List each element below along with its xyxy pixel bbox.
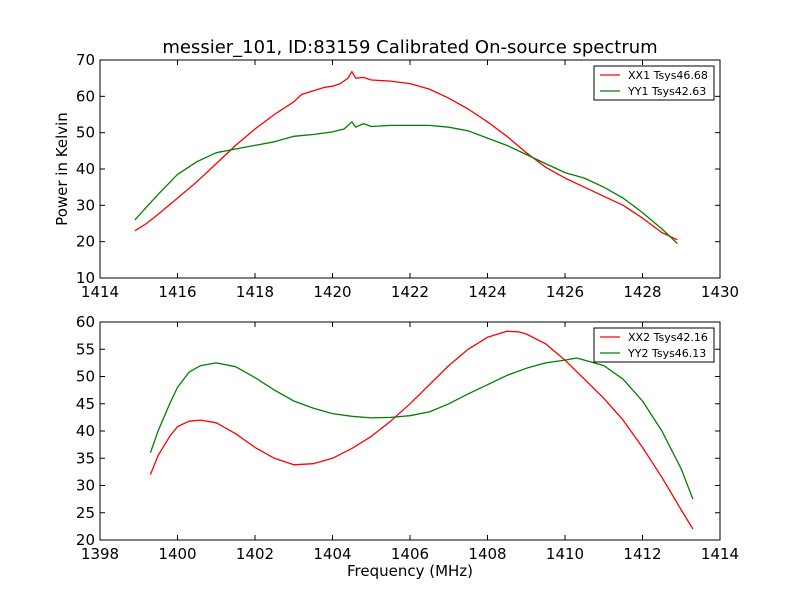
legend-entry: XX2 Tsys42.16: [628, 331, 708, 344]
legend-box: [593, 327, 715, 363]
chart-title: messier_101, ID:83159 Calibrated On-sour…: [162, 37, 657, 58]
x-tick-label: 1414: [701, 545, 739, 563]
x-tick-label: 1430: [701, 283, 739, 301]
plots-container: 1414 1416 1418 1420 1422 1424 1426 1428 1430 10 20…: [53, 51, 739, 580]
y-tick-label: 20: [76, 233, 95, 251]
x-axis-label: Frequency (MHz): [347, 562, 473, 580]
x-tick-label: 1428: [623, 283, 661, 301]
y-tick-label: 40: [76, 422, 95, 440]
x-tick-label: 1420: [313, 283, 351, 301]
y-tick-label: 55: [76, 340, 95, 358]
subplot-1: 1414 1416 1418 1420 1422 1424 1426 1428 1430 10 20…: [53, 51, 739, 301]
x-tick-label: 1400: [158, 545, 196, 563]
y-tick-label: 50: [76, 124, 95, 142]
legend-box: [593, 65, 715, 101]
legend-entry: XX1 Tsys46.68: [628, 69, 708, 82]
y-tick-label: 45: [76, 395, 95, 413]
x-tick-label: 1404: [313, 545, 351, 563]
x-tick-label: 1424: [468, 283, 506, 301]
x-tick-label: 1398: [81, 545, 119, 563]
x-tick-label: 1406: [391, 545, 429, 563]
series-line-2-1: [149, 330, 694, 530]
x-tick-label: 1422: [391, 283, 429, 301]
y-tick-label: 30: [76, 196, 95, 214]
y-tick-label: 60: [76, 313, 95, 331]
x-tick-label: 1402: [236, 545, 274, 563]
x-tick-label: 1414: [81, 283, 119, 301]
y-tick-label: 60: [76, 87, 95, 105]
x-tick-label: 1408: [468, 545, 506, 563]
y-tick-label: 50: [76, 368, 95, 386]
y-tick-label: 35: [76, 449, 95, 467]
subplot-2: 1398 1400 1402 1404 1406 1408 1410 1412 1414 20 25…: [76, 313, 739, 580]
y-tick-label: 70: [76, 51, 95, 69]
legend: XX1 Tsys46.68 YY1 Tsys42.63: [593, 65, 715, 101]
x-tick-label: 1412: [623, 545, 661, 563]
x-tick-label: 1418: [236, 283, 274, 301]
legend-entry: YY2 Tsys46.13: [627, 347, 706, 360]
y-tick-label: 40: [76, 160, 95, 178]
series-line-1-2: [134, 121, 678, 244]
series-line-1-1: [134, 70, 678, 241]
legend: XX2 Tsys42.16 YY2 Tsys46.13: [593, 327, 715, 363]
x-tick-label: 1416: [158, 283, 196, 301]
legend-entry: YY1 Tsys42.63: [627, 85, 706, 98]
series-line-2-2: [149, 357, 694, 500]
y-tick-label: 30: [76, 477, 95, 495]
y-tick-label: 10: [76, 269, 95, 287]
x-tick-label: 1426: [546, 283, 584, 301]
y-tick-label: 25: [76, 504, 95, 522]
x-tick-label: 1410: [546, 545, 584, 563]
y-axis-label: Power in Kelvin: [53, 112, 71, 226]
y-tick-label: 20: [76, 531, 95, 549]
